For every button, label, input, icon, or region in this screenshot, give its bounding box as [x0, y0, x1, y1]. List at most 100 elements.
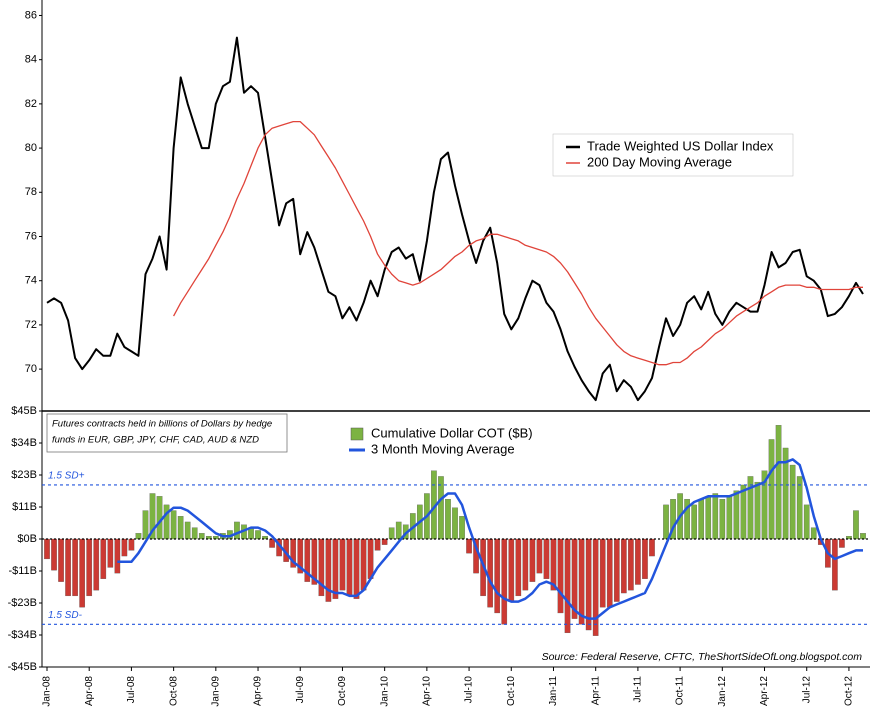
bar	[691, 504, 697, 540]
bar	[487, 538, 493, 608]
bar	[761, 470, 768, 540]
bar	[72, 538, 78, 597]
bar	[255, 530, 261, 540]
x-tick-label: Jan-12	[717, 676, 728, 707]
y-tick-label: -$23B	[8, 597, 37, 609]
x-tick-label: Oct-10	[506, 676, 517, 706]
bar	[170, 510, 177, 540]
bar	[107, 538, 114, 568]
y-tick-label: 86	[25, 9, 37, 21]
x-tick-label: Jan-09	[210, 676, 221, 707]
bar	[663, 504, 669, 540]
bar	[698, 499, 705, 540]
x-tick-label: Oct-08	[168, 676, 179, 706]
series-line	[117, 458, 863, 620]
bar	[768, 439, 775, 540]
bar	[395, 521, 402, 540]
bar	[149, 493, 156, 540]
bar	[58, 538, 64, 582]
x-tick-label: Jan-11	[548, 676, 559, 706]
bar	[578, 538, 585, 625]
bar	[466, 538, 472, 554]
bar	[846, 536, 852, 540]
bar	[543, 538, 550, 579]
bar	[339, 538, 346, 591]
bar	[346, 538, 353, 597]
legend-label: Trade Weighted US Dollar Index	[587, 138, 774, 153]
bar	[733, 490, 740, 540]
x-tick-label: Oct-12	[844, 676, 855, 706]
x-tick-label: Jul-09	[295, 676, 306, 704]
bar	[297, 538, 304, 574]
x-tick-label: Apr-09	[253, 676, 264, 706]
bar	[325, 538, 332, 602]
bar	[184, 521, 191, 540]
bar	[853, 510, 859, 540]
bar	[198, 533, 205, 540]
bar	[445, 499, 451, 540]
bar	[649, 538, 655, 557]
bar	[100, 538, 107, 579]
series-line	[46, 36, 864, 402]
bar	[51, 538, 57, 571]
x-tick-label: Apr-12	[759, 676, 770, 706]
y-tick-label: 78	[25, 186, 37, 198]
x-tick-label: Oct-09	[337, 676, 348, 706]
bar	[782, 447, 789, 540]
bar	[44, 538, 50, 560]
bar	[269, 538, 275, 548]
y-tick-label: $0B	[17, 533, 37, 545]
bar	[79, 538, 85, 608]
x-tick-label: Jan-08	[42, 676, 53, 707]
y-tick-label: $11B	[12, 501, 37, 513]
x-tick-label: Jul-12	[801, 676, 812, 704]
bar	[501, 538, 508, 625]
bar	[635, 538, 641, 585]
bar	[262, 536, 268, 540]
bar	[367, 538, 374, 579]
y-tick-label: 76	[25, 230, 37, 242]
bar	[550, 538, 557, 591]
bar	[529, 538, 536, 582]
y-tick-label: 72	[25, 319, 37, 331]
bar	[557, 538, 564, 614]
bar	[290, 538, 297, 568]
x-tick-label: Jul-11	[633, 676, 644, 703]
x-tick-label: Apr-08	[84, 676, 95, 706]
bar	[705, 496, 712, 540]
bar	[712, 493, 719, 540]
bar	[754, 481, 761, 540]
reference-label: 1.5 SD+	[48, 471, 85, 482]
annotation: Futures contracts held in billions of Do…	[52, 419, 272, 430]
bar	[135, 533, 142, 540]
bar	[536, 538, 543, 574]
bar	[438, 476, 444, 540]
y-tick-label: 80	[25, 142, 37, 154]
x-tick-label: Apr-11	[590, 676, 601, 706]
source: Source: Federal Reserve, CFTC, TheShortS…	[542, 651, 863, 663]
y-tick-label: 82	[25, 98, 37, 110]
bar	[740, 484, 747, 540]
y-tick-label: -$11B	[8, 565, 37, 577]
bar	[163, 504, 170, 540]
series-line	[173, 120, 863, 366]
bar	[494, 538, 501, 614]
bar	[65, 538, 71, 597]
bar	[177, 516, 184, 540]
bar	[522, 538, 529, 591]
legend-label: 3 Month Moving Average	[371, 441, 515, 456]
bar	[205, 536, 212, 540]
bar	[642, 538, 648, 579]
bar	[726, 496, 733, 540]
x-tick-label: Apr-10	[422, 676, 433, 706]
y-tick-label: 84	[25, 54, 37, 66]
bar	[628, 538, 634, 591]
bar	[613, 538, 620, 602]
y-tick-label: $23B	[11, 469, 37, 481]
bar	[621, 538, 627, 594]
bar	[128, 538, 135, 551]
bar	[592, 538, 599, 636]
y-tick-label: 70	[25, 363, 37, 375]
bar	[796, 476, 803, 540]
